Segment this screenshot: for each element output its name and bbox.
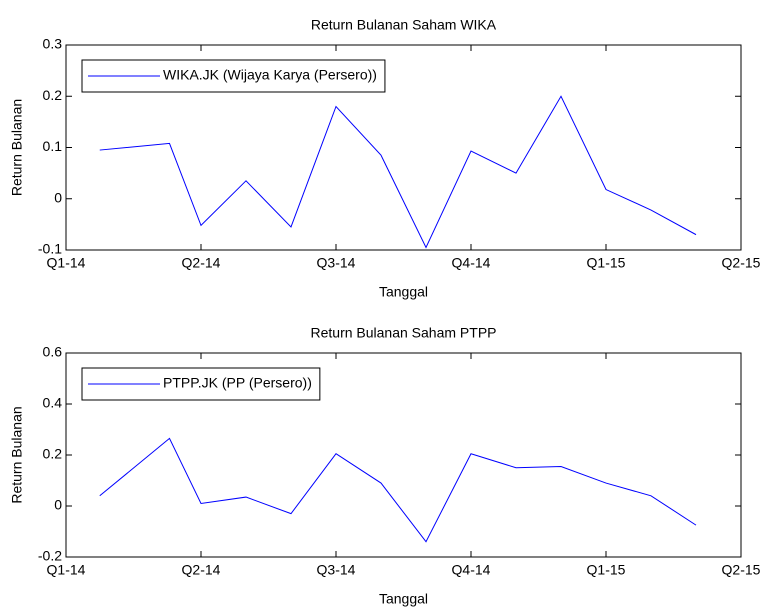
x-axis-label: Tanggal xyxy=(379,284,428,300)
y-tick-label: 0.1 xyxy=(43,138,63,154)
legend: PTPP.JK (PP (Persero)) xyxy=(81,367,321,401)
y-tick-label: 0.2 xyxy=(43,87,63,103)
x-tick-label: Q1-14 xyxy=(47,255,86,271)
legend-label: WIKA.JK (Wijaya Karya (Persero)) xyxy=(163,67,377,83)
x-tick-label: Q1-14 xyxy=(47,562,86,578)
y-tick-label: 0.4 xyxy=(43,395,63,411)
x-tick-label: Q4-14 xyxy=(452,562,491,578)
data-line xyxy=(99,437,697,543)
x-tick-label: Q3-14 xyxy=(317,255,356,271)
x-tick-label: Q3-14 xyxy=(317,562,356,578)
x-tick-label: Q1-15 xyxy=(587,562,626,578)
y-tick-label: 0 xyxy=(54,497,62,513)
data-line xyxy=(99,95,697,249)
y-tick-label: 0 xyxy=(54,189,62,205)
x-tick-label: Q2-15 xyxy=(722,562,761,578)
x-tick-label: Q2-14 xyxy=(182,255,221,271)
y-tick-label: 0.2 xyxy=(43,446,63,462)
y-tick-label: 0.3 xyxy=(43,36,63,52)
x-tick-label: Q1-15 xyxy=(587,255,626,271)
x-tick-label: Q2-15 xyxy=(722,255,761,271)
y-tick-label: -0.1 xyxy=(38,241,62,257)
chart-title: Return Bulanan Saham PTPP xyxy=(311,325,497,341)
legend: WIKA.JK (Wijaya Karya (Persero)) xyxy=(81,59,386,93)
legend-label: PTPP.JK (PP (Persero)) xyxy=(163,375,312,391)
y-axis-label: Return Bulanan xyxy=(9,99,25,196)
x-axis-label: Tanggal xyxy=(379,591,428,607)
chart-title: Return Bulanan Saham WIKA xyxy=(311,17,497,33)
x-tick-label: Q2-14 xyxy=(182,562,221,578)
y-tick-label: -0.2 xyxy=(38,548,62,564)
legend-box xyxy=(81,59,386,93)
y-tick-label: 0.6 xyxy=(43,344,63,360)
y-axis-label: Return Bulanan xyxy=(9,406,25,503)
x-tick-label: Q4-14 xyxy=(452,255,491,271)
